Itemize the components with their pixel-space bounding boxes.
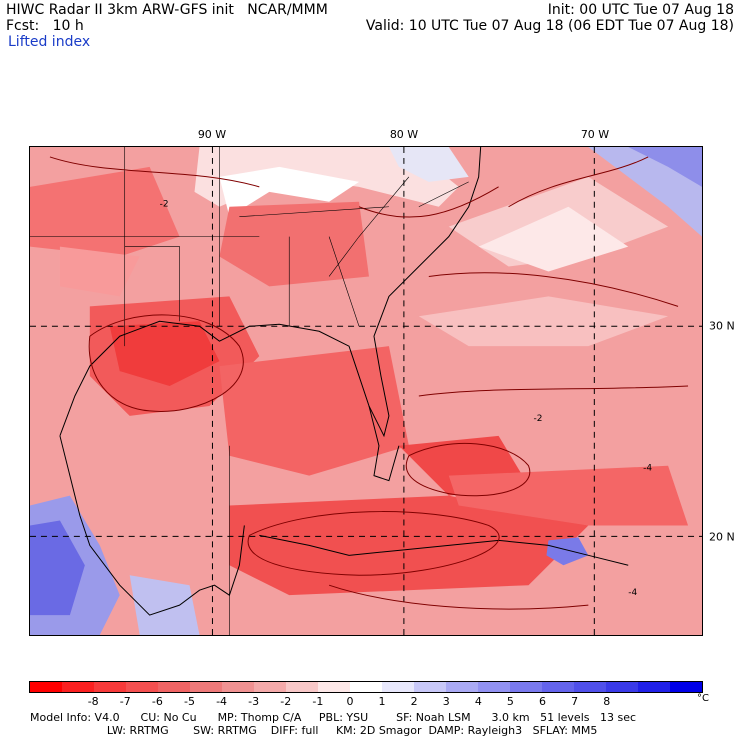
- colorbar-tick-label: -8: [87, 695, 99, 708]
- colorbar: [29, 681, 703, 693]
- colorbar-tick-label: -5: [183, 695, 195, 708]
- colorbar-segment: [446, 682, 478, 692]
- model-info-line1: Model Info: V4.0 CU: No Cu MP: Thomp C/A…: [30, 711, 637, 724]
- colorbar-segment: [638, 682, 670, 692]
- lon-label-90w: 90 W: [197, 128, 227, 141]
- colorbar-tick-label: -2: [280, 695, 292, 708]
- colorbar-segment: [126, 682, 158, 692]
- colorbar-tick-label: 4: [474, 695, 482, 708]
- lon-label-70w: 70 W: [580, 128, 610, 141]
- colorbar-segment: [318, 682, 350, 692]
- init-time: Init: 00 UTC Tue 07 Aug 18: [547, 2, 734, 18]
- lat-label-20n: 20 N: [709, 530, 735, 544]
- colorbar-tick-label: -4: [216, 695, 228, 708]
- model-title: HIWC Radar II 3km ARW-GFS init NCAR/MMM: [6, 2, 328, 18]
- lifted-index-map: -2 -4 -4 -2: [29, 146, 703, 636]
- colorbar-segment: [350, 682, 382, 692]
- colorbar-tick-label: -3: [248, 695, 260, 708]
- colorbar-tick-label: 2: [410, 695, 418, 708]
- colorbar-tick-label: 5: [506, 695, 514, 708]
- contour-label: -2: [160, 200, 169, 210]
- colorbar-segment: [62, 682, 94, 692]
- colorbar-segment: [606, 682, 638, 692]
- colorbar-segment: [414, 682, 446, 692]
- colorbar-segment: [382, 682, 414, 692]
- contour-label: -2: [534, 414, 543, 424]
- lat-label-30n: 30 N: [709, 319, 735, 333]
- valid-time: Valid: 10 UTC Tue 07 Aug 18 (06 EDT Tue …: [365, 18, 734, 34]
- model-info-line2: LW: RRTMG SW: RRTMG DIFF: full KM: 2D Sm…: [30, 724, 598, 737]
- colorbar-tick-label: -6: [151, 695, 163, 708]
- colorbar-tick-label: 7: [571, 695, 579, 708]
- colorbar-segment: [254, 682, 286, 692]
- colorbar-segment: [158, 682, 190, 692]
- colorbar-segment: [542, 682, 574, 692]
- field-name: Lifted index: [8, 34, 91, 50]
- colorbar-segment: [510, 682, 542, 692]
- colorbar-tick-label: 8: [603, 695, 611, 708]
- colorbar-segment: [94, 682, 126, 692]
- contour-label: -4: [628, 588, 637, 598]
- colorbar-unit: °C: [697, 693, 709, 704]
- colorbar-tick-label: -1: [312, 695, 324, 708]
- colorbar-tick-label: -7: [119, 695, 131, 708]
- colorbar-segment: [30, 682, 62, 692]
- colorbar-segment: [574, 682, 606, 692]
- colorbar-tick-label: 1: [378, 695, 386, 708]
- colorbar-segment: [478, 682, 510, 692]
- colorbar-tick-label: 3: [442, 695, 450, 708]
- colorbar-tick-label: 0: [346, 695, 354, 708]
- forecast-hour: Fcst: 10 h: [6, 18, 84, 34]
- contour-label: -4: [643, 464, 652, 474]
- colorbar-segment: [190, 682, 222, 692]
- colorbar-segment: [222, 682, 254, 692]
- map-canvas: -2 -4 -4 -2: [30, 147, 702, 635]
- lon-label-80w: 80 W: [389, 128, 419, 141]
- colorbar-tick-label: 6: [539, 695, 547, 708]
- colorbar-segment: [286, 682, 318, 692]
- colorbar-segment: [670, 682, 702, 692]
